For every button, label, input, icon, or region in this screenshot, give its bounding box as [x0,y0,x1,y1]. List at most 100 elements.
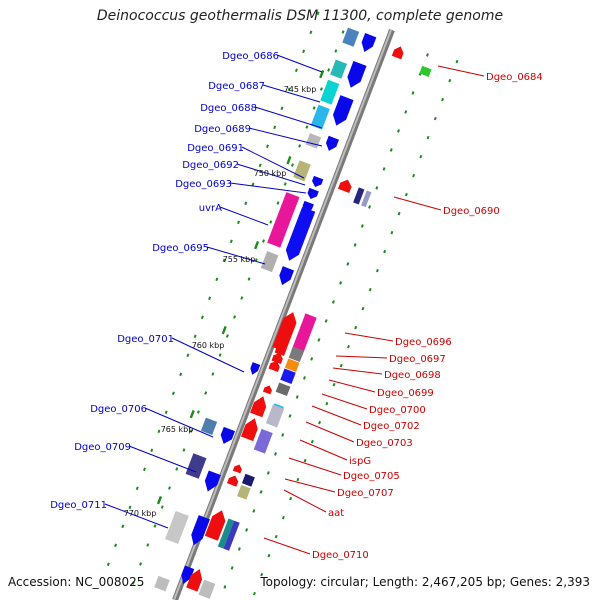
kbp-tick [189,410,195,419]
outer-left-tick [179,372,183,377]
gene-label-Dgeo_0692: Dgeo_0692 [182,160,239,171]
leader-line-left [229,182,307,194]
gene-label-Dgeo_0695: Dgeo_0695 [152,243,209,254]
outer-left-tick [215,277,219,282]
inner-left-tick [211,372,215,376]
outer-right-tick [419,154,423,159]
cds-arrow-right [226,475,239,487]
outer-right-tick [361,306,365,311]
inner-left-tick [204,391,208,395]
leader-line-right [328,379,376,393]
gene-label-Dgeo_0691: Dgeo_0691 [187,143,244,154]
gene-label-Dgeo_0711: Dgeo_0711 [50,500,107,511]
gene-label-Dgeo_0698: Dgeo_0698 [384,370,441,381]
cds-arrow-right [250,396,267,418]
inner-left-tick [298,144,302,148]
cds-arrow-right [186,568,203,592]
outer-left-tick [244,201,248,206]
gene-label-Dgeo_0697: Dgeo_0697 [389,354,446,365]
gene-label-Dgeo_0686: Dgeo_0686 [222,51,279,62]
inner-left-tick [327,68,331,72]
outer-right-tick [339,363,343,368]
outer-right-tick [390,230,394,235]
outer-left-tick [258,163,262,168]
kbp-label: 745 kbp [284,85,317,94]
cds-arrow-right [240,418,258,442]
cds-arrow-right [232,464,242,474]
leader-line-right [344,332,394,342]
cds-arrow-right [204,510,226,541]
inner-left-tick [146,543,150,547]
inner-left-tick [247,277,251,281]
cds-arrow-right [337,179,352,194]
cds-arrow-right [391,46,404,60]
inner-left-tick [139,562,143,566]
kbp-label: 750 kbp [254,169,287,178]
inner-right-tick [397,129,400,133]
gene-block-right [284,358,300,373]
gene-label-Dgeo_0696: Dgeo_0696 [395,337,452,348]
gene-label-aat: aat [328,508,344,519]
outer-right-tick [318,420,322,425]
cds-arrow-left [347,60,367,88]
gene-block-left [154,575,170,592]
inner-left-tick [290,163,294,167]
outer-left-tick [237,220,241,225]
inner-right-tick [245,528,249,532]
kbp-tick [156,496,163,505]
outer-left-tick [309,30,313,35]
leader-line-left [236,163,306,186]
outer-right-tick [274,534,278,539]
kbp-tick [319,70,325,79]
gene-block-right [223,520,240,551]
outer-left-tick [273,125,277,130]
outer-right-tick [260,572,264,577]
outer-right-tick [383,249,387,254]
gene-block-left [185,453,207,479]
inner-left-tick [168,486,171,490]
gene-label-Dgeo_0706: Dgeo_0706 [90,404,147,415]
label-lines [104,54,485,555]
cds-arrow-right [271,352,283,365]
kbp-label: 760 kbp [192,341,225,350]
cds-arrow-right [274,344,286,357]
outer-left-tick [222,258,226,263]
gene-label-Dgeo_0699: Dgeo_0699 [377,388,434,399]
cds-arrow-left [204,470,221,492]
kbp-tick [286,156,292,165]
outer-right-tick [325,401,329,406]
inner-left-tick [218,353,222,357]
inner-left-tick [182,448,186,452]
gene-block-left [260,251,279,273]
leader-line-left [276,54,323,73]
outer-left-tick [316,11,320,16]
leader-line-right [305,421,355,443]
outer-right-tick [310,439,314,444]
gene-label-ispG: ispG [349,456,371,467]
gene-label-Dgeo_0710: Dgeo_0710 [312,550,369,561]
inner-left-tick [189,429,193,433]
inner-right-tick [295,395,299,399]
gene-block-left [200,417,218,436]
leader-line-left [248,127,323,147]
inner-left-tick [319,87,323,91]
inner-left-tick [269,220,273,224]
inner-right-tick [303,376,306,380]
gene-block-right [275,382,291,397]
inner-right-tick [346,262,350,266]
outer-left-tick [294,68,298,73]
map-title: Deinococcus geothermalis DSM 11300, comp… [96,8,504,24]
leader-line-right [311,405,362,426]
outer-left-tick [128,505,132,510]
gene-label-uvrA: uvrA [199,203,222,214]
inner-right-tick [404,110,408,114]
gene-label-Dgeo_0684: Dgeo_0684 [486,72,543,83]
outer-left-tick [106,562,110,567]
leader-line-left [262,84,321,103]
cds-arrow-left [181,565,195,585]
inner-right-tick [310,357,314,361]
inner-left-tick [262,239,265,243]
inner-right-tick [288,414,292,418]
gene-label-Dgeo_0707: Dgeo_0707 [337,488,394,499]
